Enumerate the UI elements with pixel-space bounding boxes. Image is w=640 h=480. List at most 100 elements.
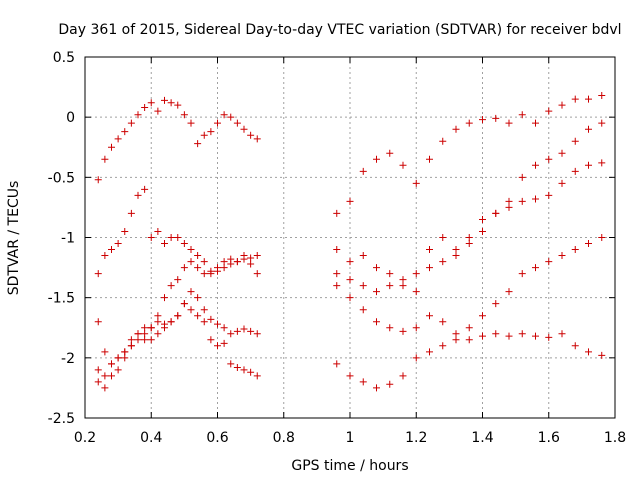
data-point [108, 372, 115, 380]
data-point [227, 113, 235, 121]
data-point [585, 125, 592, 133]
data-point [465, 336, 473, 344]
data-point [220, 111, 228, 119]
y-tick-label: 0.5 [53, 50, 75, 66]
data-point [399, 161, 407, 169]
data-point [180, 111, 188, 119]
data-point [154, 107, 162, 115]
data-point [127, 119, 135, 127]
data-point [505, 119, 513, 127]
data-point [492, 300, 500, 308]
data-point [452, 125, 460, 133]
data-point [94, 270, 102, 278]
data-point [518, 270, 526, 278]
data-point [465, 119, 473, 127]
data-point [465, 234, 473, 241]
data-point [253, 330, 261, 338]
x-tick-label: 1.6 [538, 430, 560, 446]
data-point [247, 254, 255, 262]
data-point [412, 179, 420, 187]
data-point [247, 327, 255, 335]
data-point [426, 348, 433, 356]
data-point [127, 336, 135, 344]
data-point [532, 161, 539, 169]
data-point [174, 312, 182, 320]
data-point [532, 332, 539, 340]
data-point [187, 306, 195, 314]
data-point [492, 330, 500, 338]
data-points [94, 92, 606, 392]
data-point [373, 384, 380, 392]
data-point [161, 240, 168, 248]
data-point [598, 119, 606, 127]
data-point [333, 360, 341, 368]
data-point [233, 363, 241, 371]
y-tick-label: -2 [61, 351, 75, 367]
data-point [147, 234, 155, 241]
data-point [108, 246, 115, 254]
data-point [101, 372, 109, 380]
data-point [465, 324, 473, 332]
data-point [114, 354, 122, 362]
data-point [101, 348, 109, 356]
data-point [585, 95, 592, 103]
data-point [479, 312, 486, 320]
data-point [233, 327, 241, 335]
series-track-I [333, 282, 606, 359]
data-point [220, 258, 228, 266]
data-point [545, 107, 553, 115]
data-point [101, 252, 109, 260]
data-point [187, 288, 195, 296]
data-point [121, 348, 129, 356]
data-point [346, 276, 354, 284]
data-point [346, 258, 354, 266]
series-track-A [94, 96, 261, 184]
data-point [399, 282, 407, 290]
data-point [585, 348, 592, 356]
data-point [194, 312, 202, 320]
data-point [108, 360, 115, 368]
data-point [154, 330, 162, 338]
data-point [167, 99, 175, 107]
data-point [180, 300, 188, 308]
data-point [386, 149, 394, 157]
data-point [505, 197, 513, 205]
data-point [121, 227, 129, 235]
data-point [571, 167, 579, 175]
data-point [240, 366, 248, 374]
data-point [558, 101, 566, 109]
data-point [359, 252, 367, 260]
data-point [161, 320, 168, 328]
data-point [492, 114, 500, 122]
series-track-B [94, 185, 261, 278]
data-point [532, 119, 539, 127]
data-point [545, 333, 553, 341]
data-point [333, 209, 341, 217]
data-point [240, 325, 248, 333]
data-point [558, 252, 566, 260]
data-point [399, 372, 407, 380]
data-point [598, 234, 606, 241]
data-point [141, 185, 149, 193]
data-point [134, 330, 142, 338]
data-point [114, 366, 122, 374]
data-point [220, 264, 228, 272]
data-point [167, 282, 175, 290]
data-point [141, 330, 149, 338]
data-point [399, 327, 407, 335]
data-point [346, 372, 354, 380]
data-point [426, 246, 433, 254]
y-tick-label: -1.5 [48, 291, 75, 307]
data-point [426, 155, 433, 163]
data-point [187, 119, 195, 127]
data-point [426, 264, 433, 272]
data-point [180, 264, 188, 272]
data-point [141, 324, 149, 332]
data-point [558, 330, 566, 338]
data-point [505, 332, 513, 340]
data-point [333, 282, 341, 290]
data-point [558, 149, 566, 157]
series-track-G [333, 159, 606, 296]
data-point [333, 246, 341, 254]
data-point [412, 288, 420, 296]
